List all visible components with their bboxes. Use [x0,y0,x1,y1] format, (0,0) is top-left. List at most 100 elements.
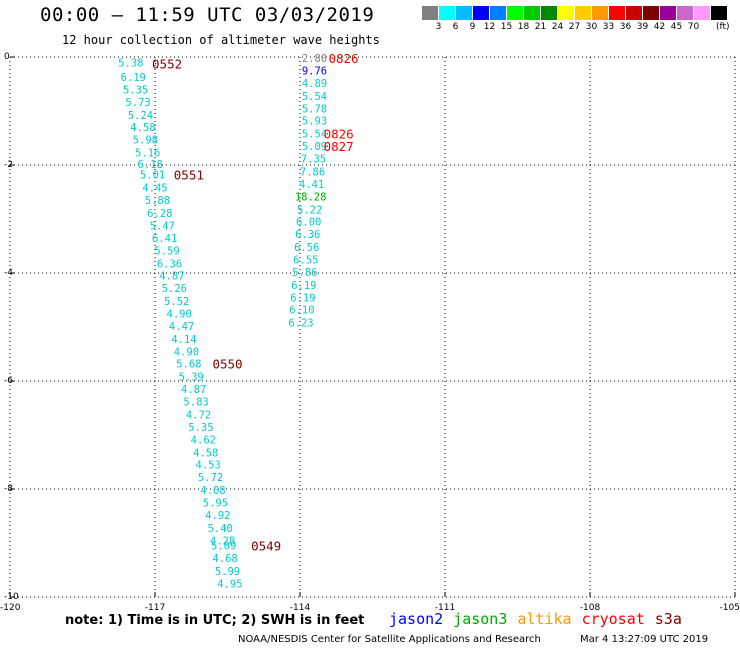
x-tick-label: -108 [580,603,601,613]
pass-time-label: 0827 [324,139,354,154]
wave-height-value: 5.93 [302,116,327,128]
wave-height-value: 5.35 [188,422,213,434]
wave-height-value: 5.26 [162,283,187,295]
wave-height-value: 7.35 [301,154,326,166]
wave-height-value: 5.47 [150,220,175,232]
y-tick-label: -8 [4,484,13,494]
footer-note: note: 1) Time is in UTC; 2) SWH is in fe… [65,613,365,628]
colorbar-label: 30 [585,22,598,32]
wave-height-value: 6.36 [295,229,320,241]
wave-height-value: 5.54 [302,129,327,141]
y-tick-label: -2 [4,160,13,170]
wave-height-value: 4.08 [200,485,225,497]
pass-time-label: 0551 [174,168,204,183]
colorbar-swatch [711,6,728,20]
colorbar-swatch [609,6,626,20]
colorbar-label: 6 [452,22,459,32]
legend-item-altika: altika [517,610,572,628]
wave-height-value: 6.55 [293,255,318,267]
colorbar-swatch [575,6,592,20]
wave-height-value: 6.19 [121,72,146,84]
wave-height-value: 6.19 [291,280,316,292]
colorbar-label: 21 [534,22,547,32]
colorbar-swatch [439,6,456,20]
wave-height-value: 4.90 [174,346,199,358]
colorbar-label: 24 [551,22,564,32]
wave-height-value: 5.99 [215,566,240,578]
pass-time-label: 0550 [212,357,242,372]
wave-height-value: 5.73 [125,97,150,109]
wave-height-value: 5.78 [302,103,327,115]
wave-height-value: 4.95 [217,579,242,591]
colorbar-swatch [626,6,643,20]
wave-height-value: 6.56 [294,242,319,254]
wave-height-value: 6.28 [147,208,172,220]
wave-height-value: 9.76 [302,66,327,78]
x-tick-label: -105 [720,603,740,613]
wave-height-value: 4.68 [212,553,237,565]
page-title: 00:00 – 11:59 UTC 03/03/2019 [40,4,375,26]
wave-height-value: 5.88 [145,195,170,207]
wave-height-value: 4.14 [171,334,196,346]
wave-height-value: 5.68 [176,359,201,371]
legend-item-s3a: s3a [654,610,682,628]
page-subtitle: 12 hour collection of altimeter wave hei… [62,33,380,47]
wave-height-value: 5.09 [302,141,327,153]
wave-height-value: 5.52 [164,296,189,308]
wave-height-value: 2.80 [302,53,327,65]
x-tick-label: -117 [145,603,165,613]
colorbar-swatch [558,6,575,20]
colorbar-label: 12 [483,22,496,32]
wave-height-value: 5.22 [297,204,322,216]
colorbar-swatch [507,6,524,20]
pass-time-label: 0552 [152,56,182,71]
wave-height-value: 5.59 [154,245,179,257]
satellite-legend: jason2 jason3 altika cryosat s3a [389,610,692,628]
colorbar-label: 18 [517,22,530,32]
wave-height-value: 4.28 [210,535,235,547]
pass-time-label: 0549 [251,539,281,554]
colorbar-label: 42 [653,22,666,32]
wave-height-value: 6.19 [290,292,315,304]
wave-height-value: 7.86 [300,166,325,178]
colorbar-swatch [694,6,711,20]
wave-height-value: 5.54 [302,91,327,103]
wave-height-value: 18.28 [295,191,327,203]
colorbar-swatch [456,6,473,20]
wave-height-value: 6.41 [152,233,177,245]
map-grid [9,56,736,598]
legend-item-cryosat: cryosat [581,610,645,628]
colorbar-label: 39 [636,22,649,32]
wave-height-value: 5.40 [208,523,233,535]
colorbar-swatch [592,6,609,20]
colorbar-swatch [643,6,660,20]
colorbar-label: 3 [435,22,442,32]
wave-height-value: 5.86 [292,267,317,279]
y-tick-label: 0 [4,52,10,62]
wave-height-value: 5.09 [211,541,236,553]
wave-height-value: 4.58 [130,122,155,134]
wave-height-value: 4.45 [142,183,167,195]
colorbar-swatch [422,6,439,20]
wave-height-value: 5.95 [203,498,228,510]
wave-height-value: 4.87 [159,271,184,283]
wave-height-value: 4.53 [196,460,221,472]
y-tick-label: -10 [4,592,19,602]
wave-height-value: 4.58 [193,447,218,459]
colorbar-label: 36 [619,22,632,32]
colorbar-unit: (ft) [716,22,730,32]
pass-time-label: 0826 [324,127,354,142]
wave-height-value: 4.92 [205,510,230,522]
footer-credit: NOAA/NESDIS Center for Satellite Applica… [238,634,541,645]
wave-height-value: 4.41 [299,179,324,191]
wave-height-value: 4.47 [169,321,194,333]
wave-height-value: 4.72 [186,409,211,421]
colorbar-swatch [541,6,558,20]
y-tick-label: -4 [4,268,13,278]
wave-height-value: 5.01 [140,170,165,182]
wave-height-value: 5.35 [123,84,148,96]
colorbar-swatch [524,6,541,20]
wave-height-value: 5.98 [133,135,158,147]
